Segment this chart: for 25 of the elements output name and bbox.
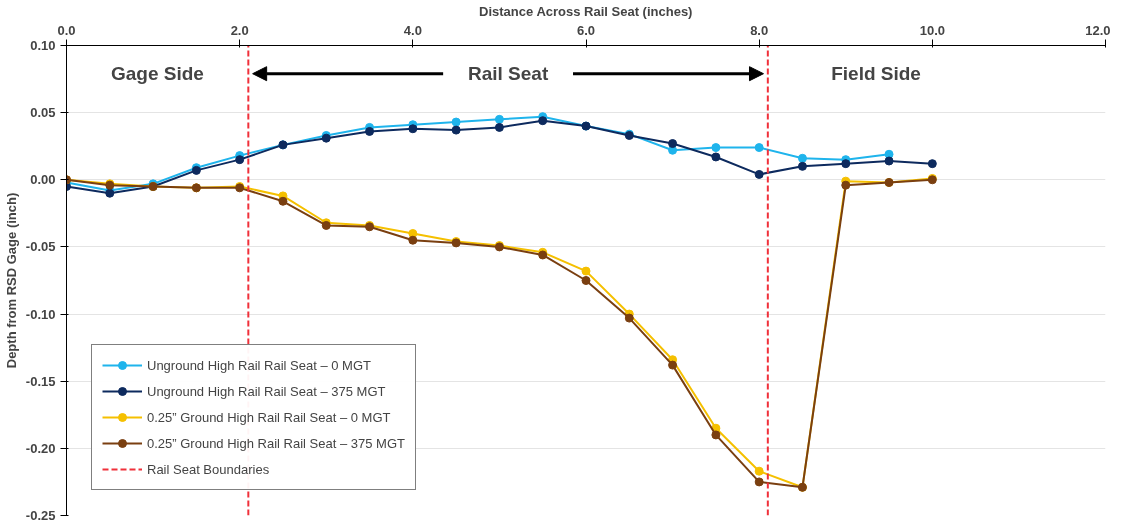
legend-label: Unground High Rail Rail Seat – 375 MGT [147, 383, 386, 399]
x-axis-title: Distance Across Rail Seat (inches) [479, 3, 693, 19]
x-tick-label: 2.0 [230, 22, 249, 38]
y-tick-label: 0.10 [30, 38, 56, 53]
y-axis-title: Depth from RSD Gage (inch) [3, 192, 19, 369]
annotation: Field Side [831, 63, 921, 85]
legend-label: 0.25” Ground High Rail Rail Seat – 375 MGT [147, 435, 405, 451]
ref-line-label: Rail Seat Boundaries [147, 461, 270, 477]
x-tick-label: 10.0 [919, 22, 945, 38]
y-tick-label: -0.10 [25, 306, 56, 322]
annotation: Rail Seat [467, 63, 549, 85]
legend-label: Unground High Rail Rail Seat – 0 MGT [147, 357, 371, 373]
x-tick-label: 8.0 [750, 22, 769, 38]
x-tick-label: 0.0 [57, 22, 76, 38]
y-tick-label: -0.25 [25, 508, 56, 523]
y-tick-label: -0.20 [25, 440, 56, 456]
y-tick-label: 0.00 [30, 172, 56, 188]
x-tick-label: 4.0 [403, 22, 422, 38]
y-tick-label: -0.05 [25, 239, 56, 255]
legend-label: 0.25” Ground High Rail Rail Seat – 0 MGT [147, 409, 391, 425]
x-tick-label: 6.0 [576, 22, 596, 38]
y-tick-label: -0.15 [25, 373, 56, 389]
annotation: Gage Side [110, 63, 204, 85]
x-tick-label: 12.0 [1085, 22, 1111, 38]
y-tick-label: 0.05 [30, 105, 56, 121]
